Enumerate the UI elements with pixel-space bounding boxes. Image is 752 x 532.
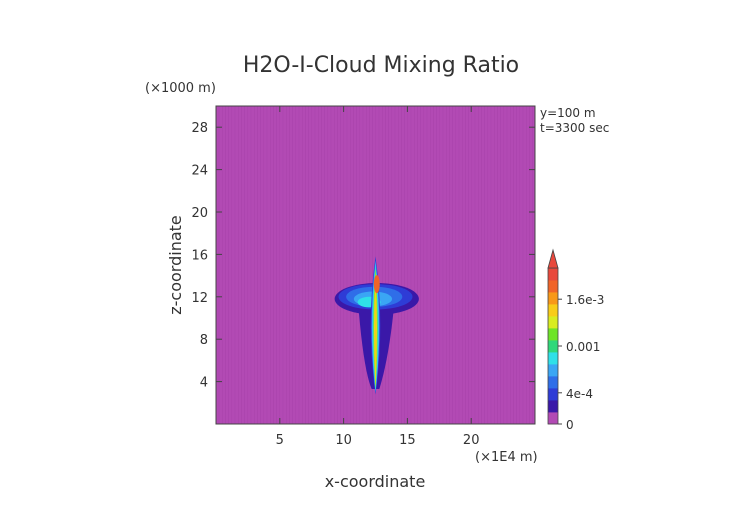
x-axis-label: x-coordinate [325,472,426,491]
x-tick-label: 5 [276,433,284,448]
plot-frame [215,105,536,425]
colorbar-tick-label: 1.6e-3 [566,293,604,307]
y-tick-label: 24 [191,164,208,179]
annotation-t: t=3300 sec [540,121,609,135]
y-tick-label: 4 [200,376,208,391]
colorbar: 0 4e-4 0.001 1.6e-3 [547,248,604,432]
colorbar-swatch [548,292,558,305]
x-tick-label: 10 [335,433,352,448]
colorbar-swatch [548,376,558,389]
colorbar-tick-label: 4e-4 [566,387,593,401]
colorbar-swatch [548,316,558,329]
x-axis: 5 10 15 20 [276,106,480,448]
colorbar-swatch [548,340,558,353]
chart-title: H2O-I-Cloud Mixing Ratio [243,53,519,78]
annotation-y: y=100 m [540,106,596,120]
colorbar-swatch [548,364,558,377]
cloud-field [218,106,533,424]
x-unit-label: (×1E4 m) [475,450,538,465]
colorbar-swatch [548,412,558,425]
core-layer-5 [374,275,377,386]
y-tick-label: 28 [191,121,208,136]
colorbar-swatch [548,352,558,365]
x-tick-label: 20 [463,433,480,448]
y-unit-label: (×1000 m) [145,81,216,96]
y-tick-label: 16 [191,248,208,263]
y-tick-label: 20 [191,206,208,221]
colorbar-swatch [548,304,558,317]
colorbar-tick-label: 0 [566,418,574,432]
y-axis-label: z-coordinate [166,215,185,315]
y-axis: 4 8 12 16 20 24 28 [191,121,535,391]
y-tick-label: 8 [200,333,208,348]
colorbar-swatch [548,400,558,413]
colorbar-swatch [548,268,558,281]
x-tick-label: 15 [399,433,416,448]
grid-texture [218,106,533,424]
core-peak [373,275,380,294]
colorbar-swatch [548,280,558,293]
colorbar-swatch [548,328,558,341]
y-tick-label: 12 [191,291,208,306]
colorbar-extend-arrow [547,248,559,269]
colorbar-swatch [548,388,558,401]
colorbar-tick-label: 0.001 [566,340,600,354]
